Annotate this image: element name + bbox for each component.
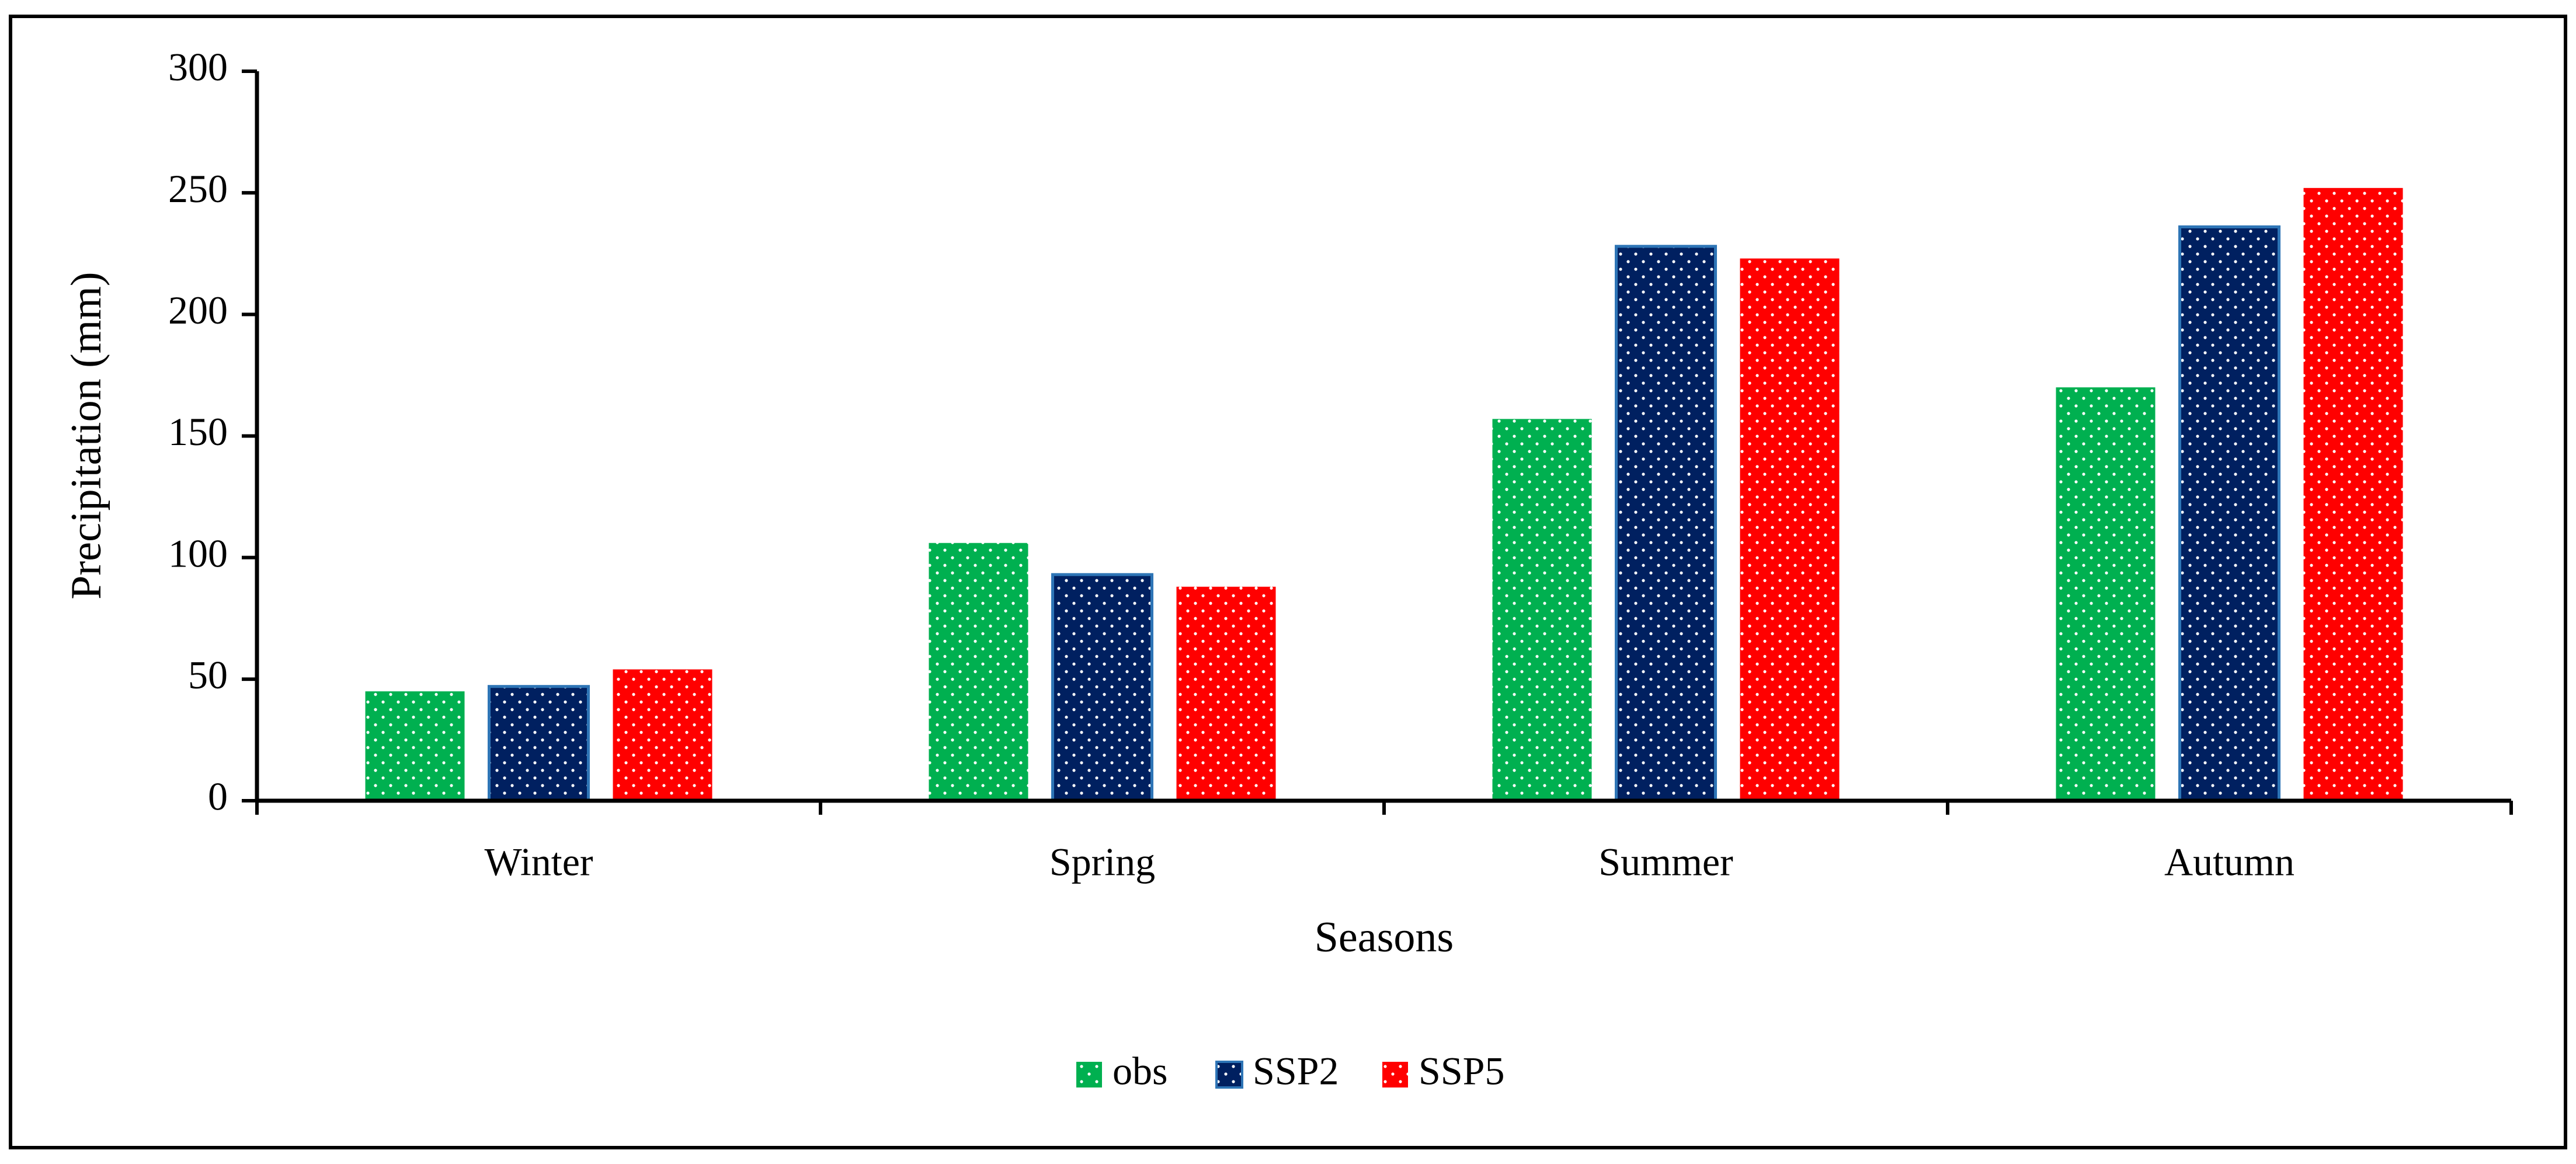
legend: obs SSP2 SSP5 bbox=[1076, 1049, 1504, 1093]
y-tick-label: 150 bbox=[168, 409, 228, 454]
y-tick-label: 250 bbox=[168, 166, 228, 211]
legend-label-ssp5: SSP5 bbox=[1419, 1049, 1504, 1093]
x-tick-label-spring: Spring bbox=[1049, 840, 1155, 884]
legend-label-ssp2: SSP2 bbox=[1253, 1049, 1339, 1093]
bar-ssp5-winter bbox=[613, 669, 712, 801]
bar-ssp2-spring bbox=[1051, 573, 1153, 802]
x-axis-title: Seasons bbox=[1315, 913, 1454, 961]
bar-ssp2-winter bbox=[488, 684, 590, 802]
bar-ssp2-autumn bbox=[2178, 225, 2280, 802]
bar-obs-spring bbox=[929, 543, 1028, 801]
bar-ssp5-spring bbox=[1176, 586, 1276, 801]
y-tick-label: 200 bbox=[168, 288, 228, 332]
legend-swatch-ssp5 bbox=[1382, 1062, 1408, 1087]
bar-ssp5-summer bbox=[1740, 258, 1840, 801]
y-axis-title: Precipitation (mm) bbox=[62, 272, 110, 599]
y-tick-label: 50 bbox=[188, 652, 228, 697]
y-tick-label: 300 bbox=[168, 45, 228, 89]
bar-obs-autumn bbox=[2056, 387, 2156, 801]
legend-swatch-ssp2 bbox=[1215, 1061, 1243, 1089]
x-tick-label-winter: Winter bbox=[484, 840, 593, 884]
y-tick-label: 100 bbox=[168, 531, 228, 575]
bar-obs-winter bbox=[365, 691, 465, 801]
x-tick-label-autumn: Autumn bbox=[2164, 840, 2295, 884]
bar-obs-summer bbox=[1492, 419, 1592, 801]
x-tick-label-summer: Summer bbox=[1598, 840, 1733, 884]
bar-ssp2-summer bbox=[1615, 245, 1717, 802]
y-tick-label: 0 bbox=[208, 774, 228, 819]
legend-label-obs: obs bbox=[1113, 1049, 1167, 1093]
legend-swatch-obs bbox=[1076, 1062, 1102, 1087]
bar-ssp5-autumn bbox=[2303, 187, 2403, 801]
